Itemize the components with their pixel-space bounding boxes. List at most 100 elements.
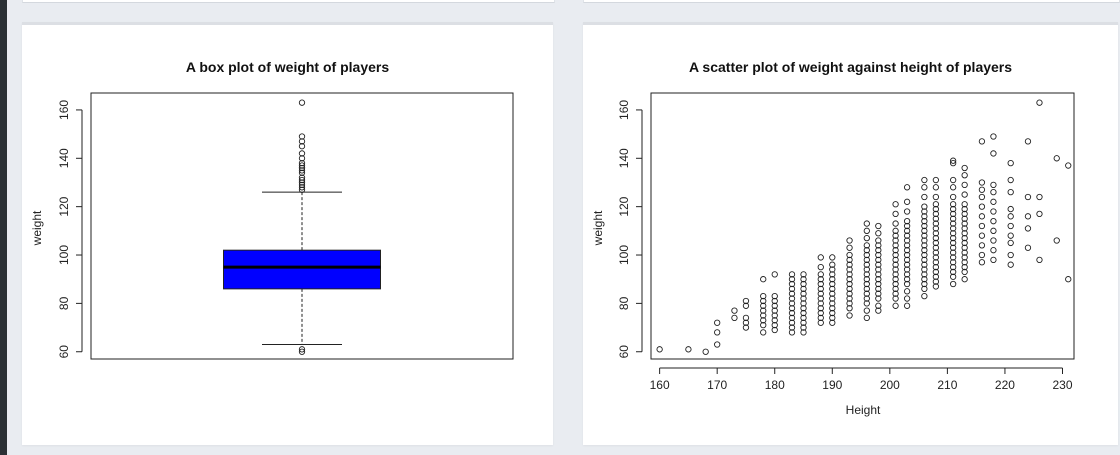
scatter-point — [685, 346, 692, 353]
scatter-point — [949, 157, 957, 164]
scatter-point — [760, 276, 767, 283]
scatter-point — [932, 215, 940, 222]
y-tick-label: 60 — [617, 345, 631, 359]
scatter-point — [932, 244, 940, 251]
scatter-point — [978, 193, 986, 201]
scatter-point — [656, 346, 663, 353]
scatter-point — [892, 227, 899, 234]
scatter-point — [846, 237, 853, 244]
scatter-point — [949, 176, 957, 184]
scatter-point — [921, 242, 928, 249]
scatter-point — [875, 247, 882, 254]
scatter-point — [949, 205, 957, 213]
scatter-point — [892, 237, 899, 244]
scatter-point — [875, 271, 882, 278]
outlier-point — [298, 155, 306, 162]
scatter-point — [863, 285, 870, 293]
outlier-point — [298, 186, 306, 193]
scatter-point — [829, 319, 836, 326]
scatter-point — [932, 283, 940, 290]
outlier-point — [298, 164, 306, 172]
outlier-point — [298, 99, 306, 106]
previous-card-right — [583, 0, 1120, 3]
scatter-point — [949, 210, 957, 218]
scatter-point — [932, 201, 940, 208]
scatter-point — [961, 210, 968, 218]
outlier-point — [298, 162, 306, 169]
scatter-point — [990, 133, 997, 140]
scatter-point — [949, 220, 957, 227]
scatter-point — [961, 244, 968, 251]
scatter-point — [742, 324, 750, 331]
y-tick-label: 160 — [617, 100, 631, 120]
scatter-point — [932, 273, 940, 280]
scatter-point — [771, 292, 778, 300]
scatter-point — [892, 290, 899, 297]
scatter-point — [760, 329, 767, 336]
scatter-point — [892, 256, 899, 264]
scatter-point — [990, 198, 997, 205]
scatter-point — [892, 302, 899, 309]
scatter-point — [921, 237, 928, 244]
scatter-point — [863, 295, 870, 302]
scatter-point — [863, 247, 870, 254]
scatter-point — [863, 280, 870, 288]
scatter-point — [932, 278, 940, 285]
scatter-point — [702, 348, 709, 355]
scatter-point — [817, 305, 824, 312]
scatter-point — [932, 176, 940, 184]
scatter-point — [921, 193, 928, 201]
scatter-point — [921, 280, 928, 288]
scatter-point — [932, 230, 940, 237]
scatter-point — [892, 280, 899, 288]
scatter-point — [788, 271, 796, 278]
x-tick-label: 160 — [650, 378, 670, 392]
scatter-point — [921, 227, 928, 234]
scatter-point — [903, 237, 911, 244]
scatter-point — [760, 292, 767, 300]
plot-frame — [90, 92, 514, 360]
scatter-point — [892, 276, 899, 283]
scatter-point — [932, 234, 940, 242]
scatter-point — [921, 292, 928, 300]
scatter-point — [961, 215, 968, 222]
scatter-point — [892, 201, 899, 208]
scatter-point — [771, 302, 778, 309]
scatter-point — [921, 184, 928, 191]
scatter-point — [863, 220, 870, 227]
scatter-point — [921, 276, 928, 283]
scatter-point — [903, 208, 911, 215]
outlier-point — [298, 143, 306, 150]
scatter-point — [1007, 188, 1014, 196]
scatter-point — [875, 242, 882, 249]
scatter-point — [800, 290, 807, 297]
scatter-point — [846, 280, 853, 288]
scatter-point — [742, 319, 750, 326]
scatter-point — [875, 261, 882, 268]
scatter-point — [961, 276, 968, 283]
scatter-point — [788, 300, 796, 307]
scatter-point — [829, 290, 836, 297]
scatter-point — [846, 305, 853, 312]
scatter-point — [1065, 276, 1072, 283]
scatter-point — [990, 150, 997, 157]
scatter-point — [817, 309, 824, 317]
x-tick-label: 220 — [995, 378, 1015, 392]
outlier-point — [298, 150, 306, 157]
scatter-point — [875, 295, 882, 302]
scatter-point — [829, 266, 836, 273]
y-axis-label: weight — [30, 210, 44, 246]
scatter-point — [903, 266, 911, 273]
y-tick-label: 160 — [57, 100, 71, 120]
scatter-point — [990, 208, 997, 215]
scatter-point — [932, 268, 940, 276]
scatter-point — [863, 251, 870, 259]
scatter-point — [800, 305, 807, 312]
scatter-point — [800, 276, 807, 283]
scatter-point — [817, 290, 824, 297]
scatter-point — [961, 164, 968, 172]
outlier-point — [298, 181, 306, 189]
scatter-point — [846, 276, 853, 283]
scatter-point — [978, 213, 986, 220]
y-tick-label: 100 — [57, 245, 71, 265]
